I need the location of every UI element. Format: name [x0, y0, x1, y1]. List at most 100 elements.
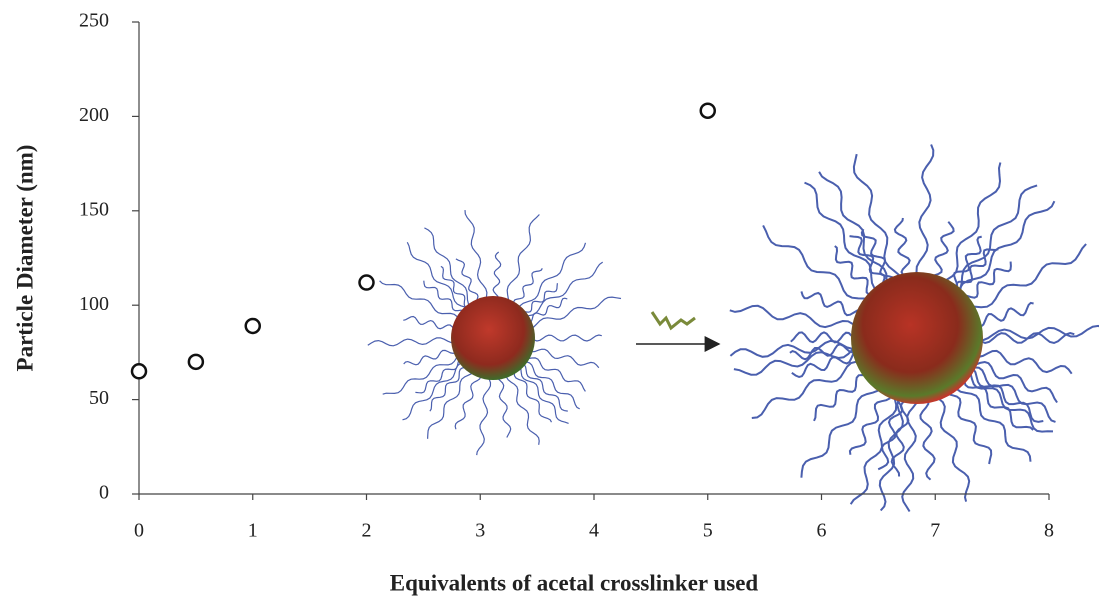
- corona-chain: [968, 366, 1044, 423]
- corona-chain: [454, 373, 482, 430]
- data-point: [130, 363, 148, 380]
- corona-chain: [519, 364, 569, 424]
- x-tick-label: 7: [930, 520, 940, 542]
- y-tick-label: 150: [79, 198, 109, 220]
- corona-chain: [415, 357, 461, 394]
- corona-chain: [427, 370, 475, 439]
- corona-chain: [424, 227, 472, 308]
- corona-chain: [729, 339, 858, 358]
- y-axis-title: Particle Diameter (nm): [12, 145, 37, 372]
- y-tick-label: 50: [89, 387, 109, 409]
- corona-chain: [455, 258, 479, 305]
- corona-chain: [968, 243, 1087, 309]
- corona-chain: [813, 373, 872, 422]
- corona-chain: [940, 162, 1002, 284]
- corona-chain: [495, 375, 512, 438]
- y-tick-label: 200: [79, 104, 109, 126]
- corona-chain: [960, 261, 1012, 299]
- corona-chain: [733, 344, 858, 376]
- corona-chain: [521, 362, 568, 412]
- x-tick-label: 6: [817, 520, 827, 542]
- corona-chain: [956, 184, 1038, 294]
- corona-chain: [464, 210, 488, 301]
- corona-chain: [852, 153, 903, 281]
- data-point: [244, 317, 261, 335]
- x-tick-label: 2: [362, 520, 372, 542]
- corona-chain: [789, 343, 859, 361]
- corona-chain: [476, 375, 492, 456]
- corona-chain: [970, 360, 1058, 404]
- corona-chain: [527, 297, 568, 323]
- corona-chain: [860, 228, 896, 283]
- corona-chain: [976, 331, 1075, 345]
- micelle-core: [451, 296, 535, 380]
- corona-chain: [520, 283, 558, 313]
- corona-chain: [403, 349, 458, 366]
- corona-chain: [834, 245, 877, 296]
- corona-chain: [800, 291, 864, 317]
- corona-chain: [977, 324, 1099, 342]
- corona-chain: [957, 200, 1056, 295]
- corona-chain: [800, 386, 883, 478]
- x-tick-label: 5: [703, 520, 713, 542]
- corona-chain: [962, 375, 1034, 431]
- corona-chain: [974, 349, 1073, 375]
- micelle-illustration: [367, 210, 622, 456]
- x-tick-label: 3: [475, 520, 485, 542]
- corona-chain: [402, 361, 464, 421]
- y-tick-label: 100: [79, 293, 109, 315]
- y-tick-label: 0: [99, 482, 109, 504]
- micelle-core: [851, 272, 983, 404]
- corona-chain: [492, 251, 502, 301]
- corona-chain: [954, 384, 1032, 462]
- corona-chain: [517, 242, 587, 310]
- corona-chain: [968, 366, 1056, 423]
- corona-chain: [818, 171, 888, 287]
- corona-chain: [974, 301, 1034, 328]
- corona-chain: [522, 361, 580, 410]
- corona-chain: [919, 396, 936, 481]
- corona-chain: [403, 315, 456, 332]
- corona-chain: [528, 348, 600, 369]
- corona-chain: [406, 242, 470, 310]
- x-tick-label: 0: [134, 520, 144, 542]
- corona-chain: [877, 394, 904, 471]
- corona-chain: [791, 349, 859, 379]
- corona-chain: [530, 334, 602, 342]
- data-point: [358, 274, 375, 291]
- micelle-illustration: [729, 144, 1099, 513]
- corona-chain: [933, 394, 971, 502]
- corona-chain: [790, 331, 858, 344]
- corona-chain: [943, 390, 993, 465]
- corona-chain: [915, 144, 935, 279]
- crosslinker-molecule: [650, 311, 696, 331]
- corona-chain: [506, 214, 540, 304]
- corona-chain: [423, 280, 466, 313]
- data-point: [187, 353, 205, 371]
- x-axis-title: Equivalents of acetal crosslinker used: [390, 570, 759, 595]
- corona-chain: [382, 354, 460, 395]
- corona-chain: [893, 217, 911, 280]
- corona-chain: [751, 360, 863, 419]
- corona-chain: [951, 235, 982, 290]
- corona-chain: [878, 395, 904, 512]
- corona-chain: [729, 304, 859, 330]
- corona-chain: [762, 224, 871, 301]
- data-point: [699, 102, 716, 119]
- corona-chain: [367, 337, 456, 347]
- corona-chain: [849, 392, 898, 505]
- x-tick-label: 4: [589, 520, 599, 542]
- corona-chain: [525, 357, 586, 392]
- corona-chain: [505, 373, 540, 445]
- x-tick-label: 8: [1044, 520, 1054, 542]
- corona-chain: [848, 391, 892, 455]
- corona-chain: [529, 296, 622, 330]
- corona-chain: [523, 261, 604, 317]
- corona-chain: [928, 221, 955, 280]
- y-tick-label: 250: [79, 10, 109, 32]
- x-tick-label: 1: [248, 520, 258, 542]
- corona-chain: [513, 369, 553, 423]
- corona-chain: [379, 280, 460, 321]
- corona-chain: [955, 248, 999, 295]
